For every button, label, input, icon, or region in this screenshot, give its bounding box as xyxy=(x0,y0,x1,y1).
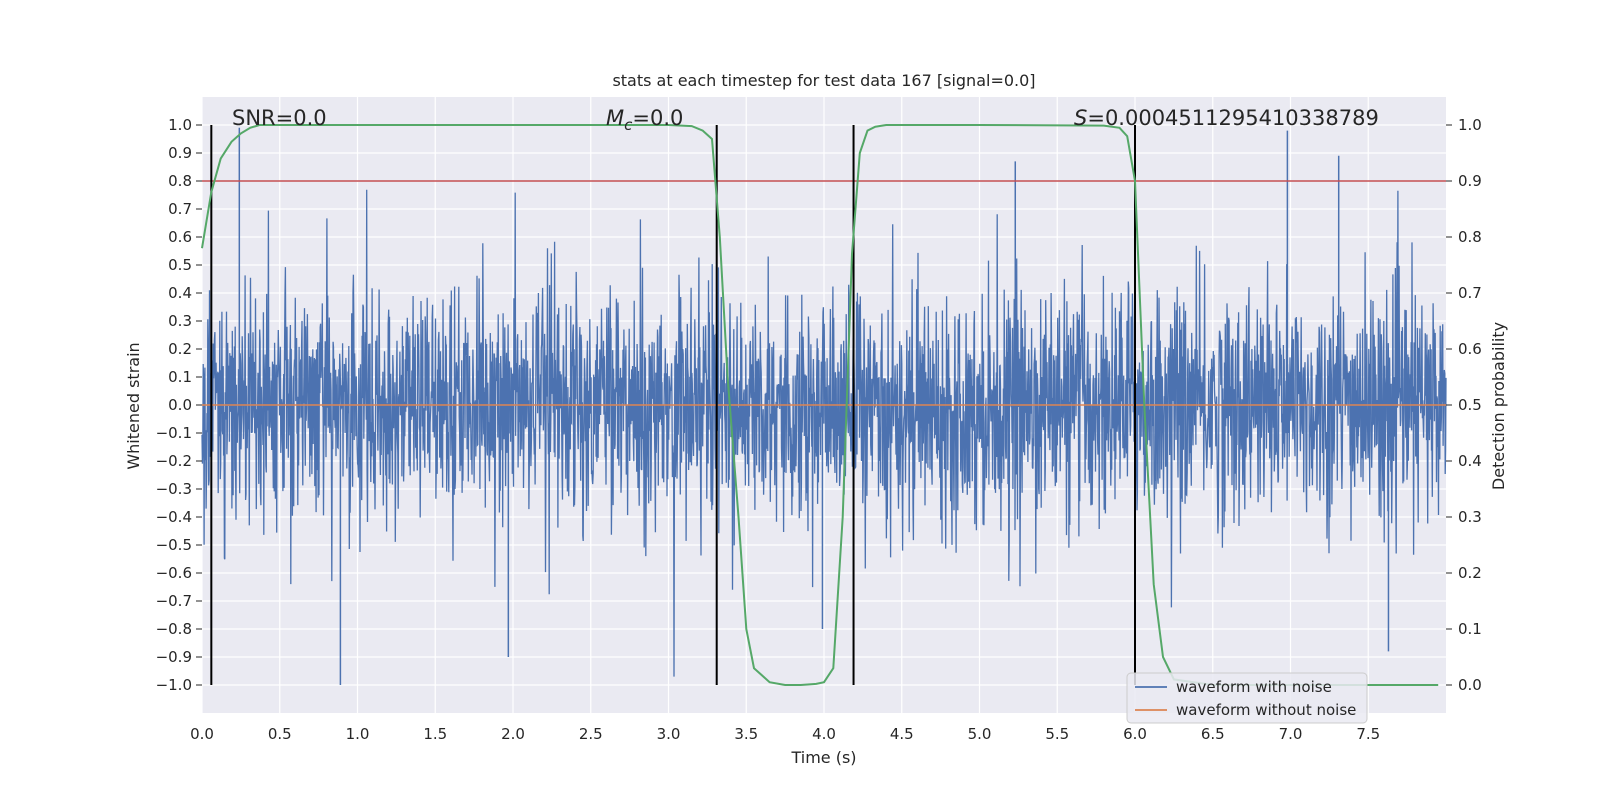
y2-tick-label: 0.8 xyxy=(1458,228,1482,246)
y-tick-label: 0.1 xyxy=(168,368,192,386)
x-tick-label: 7.0 xyxy=(1279,725,1303,743)
y-tick-label: 0.8 xyxy=(168,172,192,190)
y-tick-label: 0.7 xyxy=(168,200,192,218)
y2-tick-label: 0.5 xyxy=(1458,396,1482,414)
y-tick-label: 0.5 xyxy=(168,256,192,274)
s-annotation: S=0.0004511295410338789 xyxy=(1074,106,1379,130)
probability-curve xyxy=(201,124,1439,686)
vertical-markers xyxy=(210,125,1136,685)
y2-tick-label: 1.0 xyxy=(1458,116,1482,134)
legend-box xyxy=(1126,672,1368,724)
annotations: SNR=0.0 Mc=0.0 S=0.0004511295410338789 xyxy=(232,106,1379,134)
y2-tick-label: 0.2 xyxy=(1458,564,1482,582)
x-tick-label: 5.0 xyxy=(968,725,992,743)
y-tick-label: −0.8 xyxy=(156,620,192,638)
x-tick-label: 0.0 xyxy=(190,725,214,743)
strain-series xyxy=(201,127,1447,685)
legend-label: waveform with noise xyxy=(1176,678,1332,696)
x-tick-label: 5.5 xyxy=(1045,725,1069,743)
x-tick-label: 0.5 xyxy=(268,725,292,743)
y-tick-label: 1.0 xyxy=(168,116,192,134)
y-axis-label: Whitened strain xyxy=(124,342,143,469)
y2-tick-label: 0.6 xyxy=(1458,340,1482,358)
y-tick-label: 0.4 xyxy=(168,284,192,302)
x-tick-label: 3.5 xyxy=(734,725,758,743)
y-tick-label: −0.1 xyxy=(156,424,192,442)
y-tick-label: 0.0 xyxy=(168,396,192,414)
y2-axis-label: Detection probability xyxy=(1489,322,1508,490)
mc-symbol: M xyxy=(606,106,624,130)
s-symbol: S xyxy=(1074,106,1087,130)
legend: waveform with noise waveform without nois… xyxy=(1126,672,1368,724)
snr-annotation: SNR=0.0 xyxy=(232,106,327,130)
y-tick-label: 0.2 xyxy=(168,340,192,358)
probability-series xyxy=(201,124,1439,686)
legend-label: waveform without noise xyxy=(1176,701,1356,719)
y2-tick-label: 0.1 xyxy=(1458,620,1482,638)
x-tick-label: 1.5 xyxy=(423,725,447,743)
y2-tick-label: 0.4 xyxy=(1458,452,1482,470)
x-tick-label: 4.5 xyxy=(890,725,914,743)
y-tick-label: −0.5 xyxy=(156,536,192,554)
x-tick-label: 2.0 xyxy=(501,725,525,743)
mc-subscript: c xyxy=(624,116,633,134)
y2-tick-label: 0.9 xyxy=(1458,172,1482,190)
mc-value: =0.0 xyxy=(632,106,683,130)
y-tick-label: 0.3 xyxy=(168,312,192,330)
x-tick-label: 6.0 xyxy=(1123,725,1147,743)
s-value: =0.0004511295410338789 xyxy=(1087,106,1379,130)
x-tick-label: 2.5 xyxy=(579,725,603,743)
y2-tick-label: 0.7 xyxy=(1458,284,1482,302)
y2-tick-label: 0.0 xyxy=(1458,676,1482,694)
y-tick-label: −0.4 xyxy=(156,508,192,526)
y-tick-label: −0.9 xyxy=(156,648,192,666)
x-axis-label: Time (s) xyxy=(790,748,856,767)
y-tick-label: −0.6 xyxy=(156,564,192,582)
ticks: 0.0 0.5 1.0 1.5 2.0 2.5 3.0 3.5 4.0 4.5 5.0 5.5 6.0 6… xyxy=(156,116,1482,743)
y-tick-label: 0.6 xyxy=(168,228,192,246)
x-tick-label: 3.0 xyxy=(657,725,681,743)
mc-annotation: Mc=0.0 xyxy=(606,106,683,134)
chart-title: stats at each timestep for test data 167… xyxy=(612,71,1035,90)
strain-noise-trace xyxy=(201,189,1447,677)
x-tick-label: 6.5 xyxy=(1201,725,1225,743)
x-tick-label: 7.5 xyxy=(1356,725,1380,743)
y2-tick-label: 0.3 xyxy=(1458,508,1482,526)
x-tick-label: 4.0 xyxy=(812,725,836,743)
y-tick-label: −0.2 xyxy=(156,452,192,470)
y-tick-label: −0.7 xyxy=(156,592,192,610)
x-tick-label: 1.0 xyxy=(346,725,370,743)
y-tick-label: −1.0 xyxy=(156,676,192,694)
y-tick-label: 0.9 xyxy=(168,144,192,162)
y-tick-label: −0.3 xyxy=(156,480,192,498)
